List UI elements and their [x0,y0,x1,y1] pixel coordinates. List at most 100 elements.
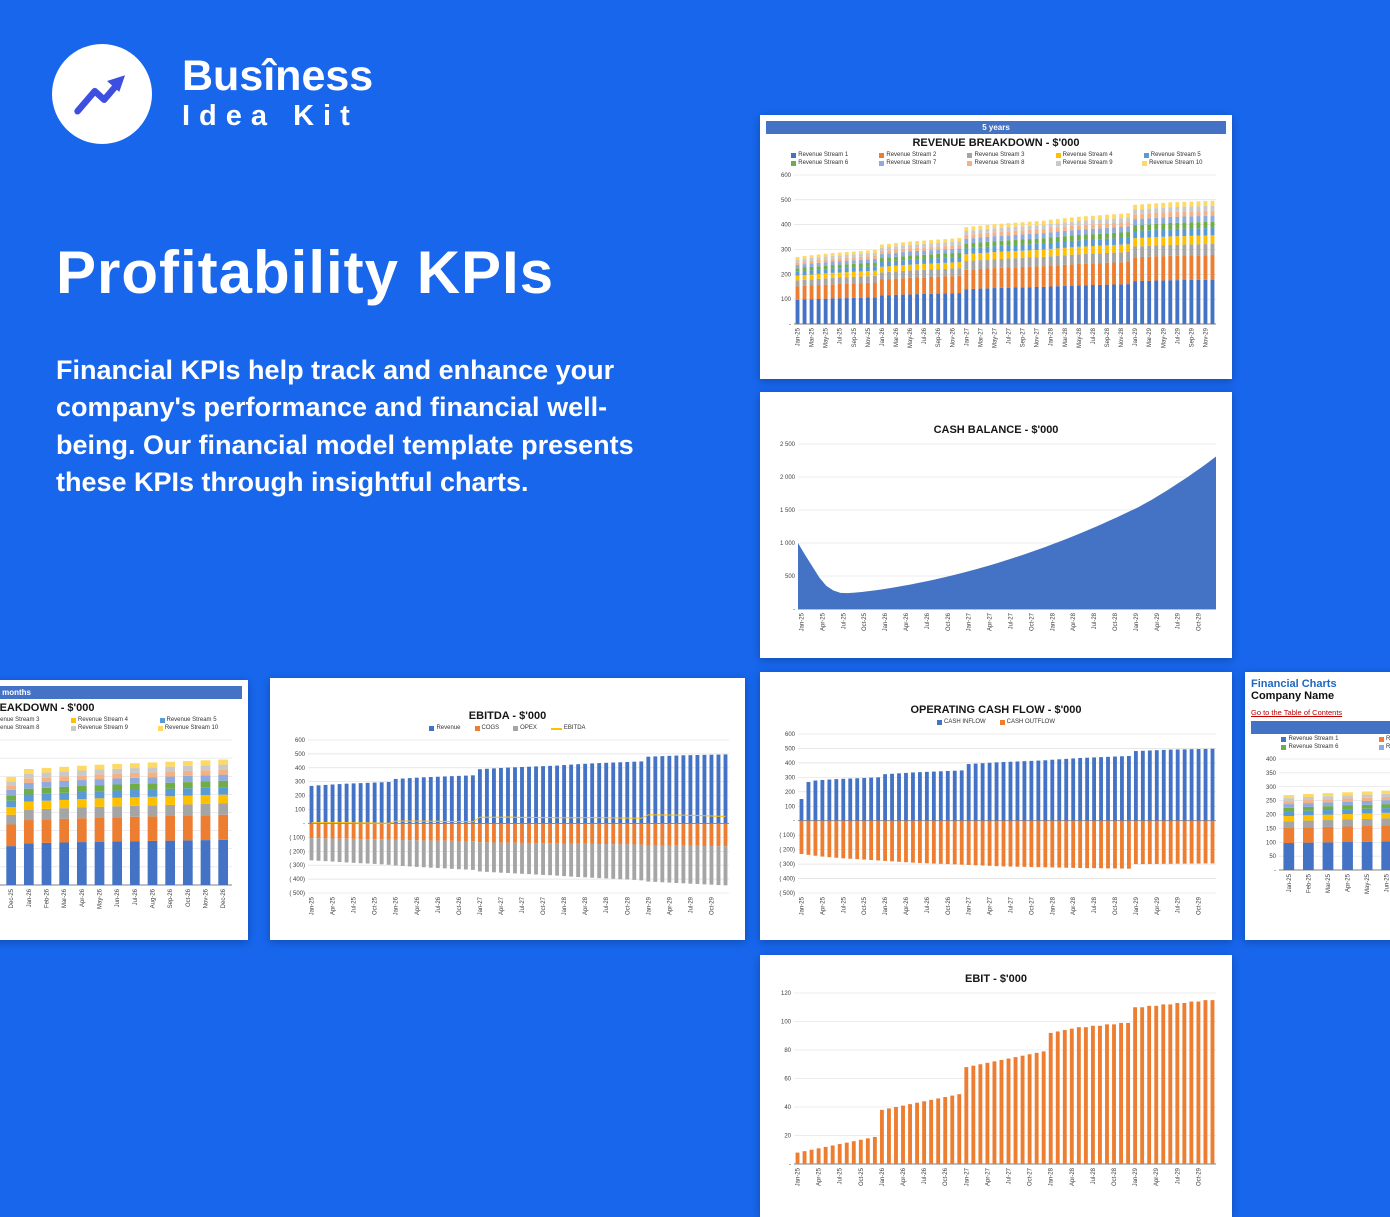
svg-text:Jul-28: Jul-28 [1091,327,1097,344]
svg-text:Jan-29: Jan-29 [1133,327,1139,346]
svg-text:Oct-26: Oct-26 [946,896,952,915]
svg-text:Apr-25: Apr-25 [331,896,337,915]
chart-title: EBIT - $'000 [965,973,1027,985]
svg-text:Sep-28: Sep-28 [1105,327,1111,347]
svg-text:Mar-28: Mar-28 [1063,327,1069,347]
svg-text:Apr-28: Apr-28 [1070,1167,1076,1186]
svg-text:500: 500 [781,197,792,203]
trend-arrow-graphic [74,75,126,115]
svg-text:Jan-29: Jan-29 [646,896,652,915]
svg-text:600: 600 [295,738,306,744]
svg-text:May-26: May-26 [98,888,104,909]
svg-text:60: 60 [784,1077,791,1083]
svg-text:Jul-28: Jul-28 [1092,896,1098,913]
svg-text:Sep-25: Sep-25 [852,327,858,347]
svg-text:Oct-27: Oct-27 [1028,1167,1034,1186]
svg-text:Jul-26: Jul-26 [925,612,931,629]
svg-text:300: 300 [781,247,792,253]
svg-text:400: 400 [295,766,306,772]
svg-text:600: 600 [781,173,792,179]
svg-text:Jan-27: Jan-27 [967,896,973,915]
svg-text:Apr-29: Apr-29 [1155,896,1161,915]
svg-text:250: 250 [1266,798,1277,804]
svg-text:Oct-29: Oct-29 [1197,612,1203,631]
svg-text:Jun-25: Jun-25 [1385,873,1390,892]
svg-text:Jan-25: Jan-25 [796,327,802,346]
svg-text:Jan-25: Jan-25 [1287,873,1293,892]
svg-text:Jan-28: Jan-28 [1049,327,1055,346]
svg-text:Jan-25: Jan-25 [799,612,805,631]
svg-text:Apr-27: Apr-27 [499,896,505,915]
svg-text:200: 200 [785,790,796,796]
svg-text:Apr-27: Apr-27 [988,896,994,915]
svg-text:Jan-27: Jan-27 [478,896,484,915]
svg-text:Jul-26: Jul-26 [922,1167,928,1184]
svg-text:Jul-27: Jul-27 [1007,1167,1013,1184]
svg-text:Jul-28: Jul-28 [1092,612,1098,629]
svg-text:Apr-25: Apr-25 [1346,873,1352,892]
svg-text:300: 300 [1266,784,1277,790]
svg-text:Nov-26: Nov-26 [204,888,210,908]
svg-text:Jan-29: Jan-29 [1134,612,1140,631]
period-banner [1251,721,1390,734]
svg-text:Feb-26: Feb-26 [45,888,51,908]
svg-text:Oct-28: Oct-28 [1113,896,1119,915]
svg-text:Jan-28: Jan-28 [1050,612,1056,631]
brand-name-block: Busîness Idea Kit [182,51,374,134]
card-ebit: EBIT - $'000 - 20 40 60 80 100 120 Jan-25 Apr-25… [760,955,1232,1217]
svg-text:Jul-27: Jul-27 [1007,327,1013,344]
svg-text:( 300): ( 300) [289,863,305,869]
svg-text:Jul-28: Jul-28 [604,896,610,913]
svg-text:Jul-27: Jul-27 [520,896,526,913]
svg-text:350: 350 [1266,770,1277,776]
svg-text:-: - [793,819,795,825]
svg-text:Jul-26: Jul-26 [922,327,928,344]
svg-text:( 400): ( 400) [289,877,305,883]
svg-text:Oct-25: Oct-25 [373,896,379,915]
chart-legend: Revenue COGS OPEX EBITDA [280,725,735,733]
svg-text:Jan-26: Jan-26 [883,612,889,631]
svg-text:Jul-26: Jul-26 [436,896,442,913]
svg-text:Jan-27: Jan-27 [967,612,973,631]
brand-subname: Idea Kit [182,100,359,133]
svg-text:Jan-26: Jan-26 [394,896,400,915]
toc-header: Financial Charts Company Name Go to the … [1251,678,1390,721]
svg-text:Feb-25: Feb-25 [1306,873,1312,893]
chart-legend: CASH INFLOW CASH OUTFLOW [770,719,1222,727]
svg-text:Sep-26: Sep-26 [168,888,174,908]
svg-text:50: 50 [1269,854,1276,860]
svg-text:Nov-29: Nov-29 [1203,327,1209,347]
svg-text:Jul-29: Jul-29 [1176,896,1182,913]
company-name: Company Name [1251,690,1335,702]
svg-text:Oct-26: Oct-26 [943,1167,949,1186]
svg-text:Jan-28: Jan-28 [562,896,568,915]
svg-text:Apr-26: Apr-26 [80,888,86,907]
svg-text:Apr-28: Apr-28 [1071,612,1077,631]
svg-text:Jul-29: Jul-29 [1175,1167,1181,1184]
table-of-contents-link[interactable]: Go to the Table of Contents [1251,708,1343,717]
svg-text:Jul-26: Jul-26 [925,896,931,913]
svg-text:200: 200 [781,272,792,278]
brand-name: Busîness [182,51,374,100]
svg-text:Oct-29: Oct-29 [1196,1167,1202,1186]
svg-text:( 100): ( 100) [289,835,305,841]
svg-text:Jul-25: Jul-25 [838,1167,844,1184]
svg-text:May-25: May-25 [824,327,830,348]
trend-arrow-icon [52,44,152,144]
svg-text:Jan-26: Jan-26 [883,896,889,915]
svg-text:Mar-26: Mar-26 [894,327,900,347]
svg-text:Mar-29: Mar-29 [1147,327,1153,347]
period-banner: 5 years [766,121,1226,134]
svg-text:Apr-28: Apr-28 [1071,896,1077,915]
svg-text:-: - [789,322,791,328]
svg-text:500: 500 [785,746,796,752]
svg-text:Apr-25: Apr-25 [820,612,826,631]
svg-text:Apr-27: Apr-27 [985,1167,991,1186]
svg-text:Oct-26: Oct-26 [186,888,192,907]
card-cash-balance: CASH BALANCE - $'000 - 500 1 000 1 500 2 000… [760,392,1232,658]
chart-title: OPERATING CASH FLOW - $'000 [910,704,1082,716]
svg-text:20: 20 [784,1134,791,1140]
svg-text:Mar-25: Mar-25 [1326,873,1332,893]
svg-text:400: 400 [785,761,796,767]
